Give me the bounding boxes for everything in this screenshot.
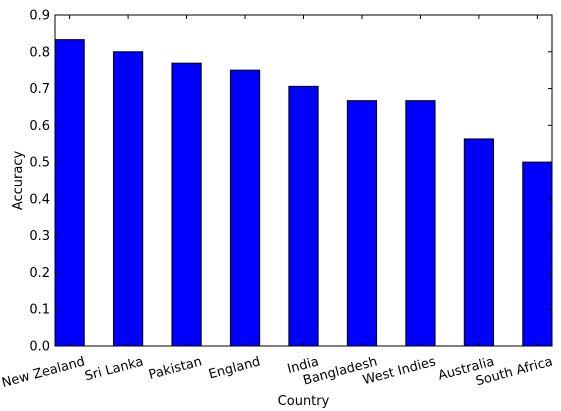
plot-frame [54, 14, 553, 347]
x-tick-label: Sri Lanka [83, 354, 145, 384]
y-tick-label: 0.9 [29, 9, 50, 24]
y-axis-title: Accuracy [11, 151, 26, 211]
y-tick-label: 0.4 [29, 192, 50, 207]
x-tick-label: Pakistan [147, 354, 203, 383]
bar-bangladesh [346, 100, 378, 347]
x-axis-title: Country [278, 394, 330, 409]
y-axis-ticks: 0.0 0.1 0.2 0.3 0.4 0.5 0.6 0.7 0.8 0.9 [29, 9, 552, 355]
bar-new-zealand [54, 39, 85, 347]
bar-sri-lanka [112, 51, 144, 347]
y-tick-label: 0.8 [29, 45, 50, 60]
y-tick-label: 0.2 [29, 266, 50, 281]
bar-india [288, 85, 319, 347]
x-tick-label: New Zealand [0, 354, 86, 391]
y-tick-label: 0.0 [29, 340, 50, 355]
bar-west-indies [405, 100, 436, 347]
bar-australia [463, 138, 495, 347]
y-tick-label: 0.1 [29, 303, 50, 318]
y-tick-label: 0.3 [29, 229, 50, 244]
x-tick-label: England [207, 354, 262, 382]
y-tick-label: 0.5 [29, 156, 50, 171]
bar-england [229, 69, 261, 347]
bar-south-africa [522, 161, 553, 347]
bars-group [54, 39, 553, 347]
y-tick-label: 0.6 [29, 119, 50, 134]
bar-pakistan [171, 62, 202, 347]
y-tick-label: 0.7 [29, 82, 50, 97]
